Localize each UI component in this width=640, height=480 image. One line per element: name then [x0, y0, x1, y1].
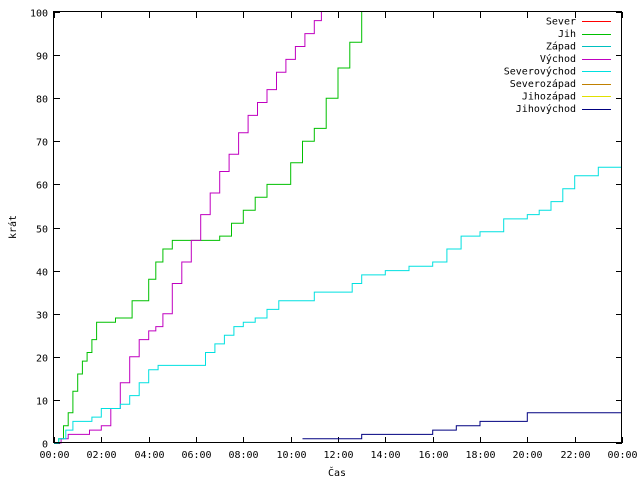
x-tick-label: 20:00	[512, 450, 542, 461]
series-line-severovychod	[54, 166, 622, 444]
legend-label-severozapad: Severozápad	[510, 78, 576, 90]
y-tick-label: 70	[36, 138, 48, 149]
x-tick-label: 18:00	[465, 450, 495, 461]
legend-label-zapad: Západ	[546, 41, 576, 53]
legend-label-sever: Sever	[546, 17, 576, 28]
series-line-jih	[54, 12, 363, 444]
x-tick-label: 14:00	[370, 450, 400, 461]
y-tick-label: 90	[36, 52, 48, 63]
plot-frame	[53, 11, 622, 443]
y-tick-label: 20	[36, 354, 48, 365]
y-tick-label: 80	[36, 95, 48, 106]
y-tick-label: 60	[36, 181, 48, 192]
y-axis-label: krát	[7, 215, 19, 239]
x-axis-label: Čas	[328, 466, 346, 479]
axis-ticks: 0 10 20 30 40 50 60 70 80 90 100 00:00 02:00 04:00 06:…	[30, 9, 638, 462]
series-line-jihovychod	[302, 412, 622, 440]
series-line-vychod	[54, 12, 322, 444]
legend-label-jihovychod: Jihovýchod	[516, 103, 576, 115]
x-tick-label: 08:00	[228, 450, 258, 461]
x-tick-label: 16:00	[418, 450, 448, 461]
series-layer	[54, 12, 622, 444]
x-tick-label: 12:00	[323, 450, 353, 461]
y-tick-label: 30	[36, 311, 48, 322]
legend-label-jih: Jih	[558, 29, 576, 40]
legend-label-vychod: Východ	[540, 53, 576, 65]
x-tick-label: 06:00	[181, 450, 211, 461]
y-tick-label: 0	[42, 440, 48, 451]
legend: SeverJihZápadVýchodSeverovýchodSeverozáp…	[504, 17, 611, 115]
x-tick-label: 22:00	[560, 450, 590, 461]
legend-label-jihozapad: Jihozápad	[522, 91, 576, 103]
y-tick-label: 40	[36, 268, 48, 279]
x-tick-label: 02:00	[86, 450, 116, 461]
y-tick-label: 50	[36, 225, 48, 236]
y-tick-label: 10	[36, 397, 48, 408]
x-tick-label: 04:00	[134, 450, 164, 461]
x-tick-label: 10:00	[276, 450, 306, 461]
y-tick-label: 100	[30, 9, 48, 20]
x-tick-label: 00:00	[39, 450, 69, 461]
legend-label-severovychod: Severovýchod	[504, 66, 576, 78]
x-tick-label: 00:00	[607, 450, 637, 461]
